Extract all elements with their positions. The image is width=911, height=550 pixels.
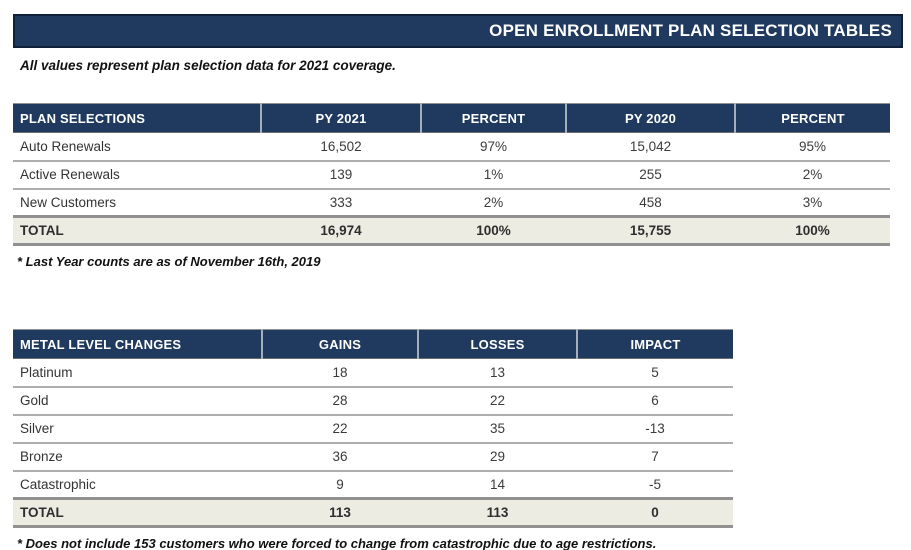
cell-value: 139: [261, 160, 421, 190]
cell-value: 333: [261, 188, 421, 218]
table-row-new-customers: New Customers 333 2% 458 3%: [13, 188, 890, 218]
title-bar: OPEN ENROLLMENT PLAN SELECTION TABLES: [13, 14, 903, 48]
row-label: Gold: [13, 386, 262, 416]
total-row: TOTAL 113 113 0: [13, 497, 733, 528]
table-row-auto-renewals: Auto Renewals 16,502 97% 15,042 95%: [13, 132, 890, 162]
metal-level-changes-table: METAL LEVEL CHANGES GAINS LOSSES IMPACT …: [13, 329, 733, 528]
header-cell-gains: GAINS: [261, 329, 418, 359]
plan-selections-table: PLAN SELECTIONS PY 2021 PERCENT PY 2020 …: [13, 103, 890, 246]
header-cell-py-2021: PY 2021: [260, 103, 421, 133]
cell-value: -13: [577, 414, 733, 444]
cell-value: 9: [262, 470, 418, 500]
cell-value: 5: [577, 358, 733, 388]
header-cell-percent-2020: PERCENT: [734, 103, 890, 133]
header-cell-py-2020: PY 2020: [565, 103, 735, 133]
table-header-row: METAL LEVEL CHANGES GAINS LOSSES IMPACT: [13, 329, 733, 359]
page-title: OPEN ENROLLMENT PLAN SELECTION TABLES: [489, 21, 892, 40]
cell-value: 36: [262, 442, 418, 472]
metal-level-changes-footnote: * Does not include 153 customers who wer…: [17, 536, 657, 550]
table-row-active-renewals: Active Renewals 139 1% 255 2%: [13, 160, 890, 190]
table-row-platinum: Platinum 18 13 5: [13, 358, 733, 388]
total-value: 100%: [735, 215, 890, 246]
cell-value: 35: [418, 414, 577, 444]
total-value: 0: [577, 497, 733, 528]
table-row-bronze: Bronze 36 29 7: [13, 442, 733, 472]
row-label: Auto Renewals: [13, 132, 261, 162]
cell-value: 13: [418, 358, 577, 388]
cell-value: 2%: [421, 188, 566, 218]
cell-value: 28: [262, 386, 418, 416]
cell-value: 458: [566, 188, 735, 218]
total-value: 16,974: [261, 215, 421, 246]
cell-value: 22: [262, 414, 418, 444]
cell-value: 255: [566, 160, 735, 190]
cell-value: 1%: [421, 160, 566, 190]
table-row-silver: Silver 22 35 -13: [13, 414, 733, 444]
cell-value: 15,042: [566, 132, 735, 162]
cell-value: 16,502: [261, 132, 421, 162]
cell-value: 2%: [735, 160, 890, 190]
row-label: Catastrophic: [13, 470, 262, 500]
cell-value: 7: [577, 442, 733, 472]
total-label: TOTAL: [13, 215, 261, 246]
total-value: 113: [262, 497, 418, 528]
total-label: TOTAL: [13, 497, 262, 528]
cell-value: 3%: [735, 188, 890, 218]
header-cell-losses: LOSSES: [417, 329, 577, 359]
cell-value: 29: [418, 442, 577, 472]
cell-value: 18: [262, 358, 418, 388]
header-cell-plan-selections: PLAN SELECTIONS: [13, 103, 261, 133]
row-label: Bronze: [13, 442, 262, 472]
table-header-row: PLAN SELECTIONS PY 2021 PERCENT PY 2020 …: [13, 103, 890, 133]
row-label: Active Renewals: [13, 160, 261, 190]
header-cell-metal-level-changes: METAL LEVEL CHANGES: [13, 329, 262, 359]
cell-value: -5: [577, 470, 733, 500]
cell-value: 14: [418, 470, 577, 500]
cell-value: 97%: [421, 132, 566, 162]
table-row-gold: Gold 28 22 6: [13, 386, 733, 416]
total-value: 100%: [421, 215, 566, 246]
total-value: 15,755: [566, 215, 735, 246]
row-label: New Customers: [13, 188, 261, 218]
cell-value: 22: [418, 386, 577, 416]
row-label: Silver: [13, 414, 262, 444]
row-label: Platinum: [13, 358, 262, 388]
intro-note: All values represent plan selection data…: [20, 58, 396, 73]
header-cell-impact: IMPACT: [576, 329, 733, 359]
cell-value: 6: [577, 386, 733, 416]
header-cell-percent-2021: PERCENT: [420, 103, 566, 133]
cell-value: 95%: [735, 132, 890, 162]
table-row-catastrophic: Catastrophic 9 14 -5: [13, 470, 733, 500]
plan-selections-footnote: * Last Year counts are as of November 16…: [17, 254, 321, 269]
total-value: 113: [418, 497, 577, 528]
total-row: TOTAL 16,974 100% 15,755 100%: [13, 215, 890, 246]
